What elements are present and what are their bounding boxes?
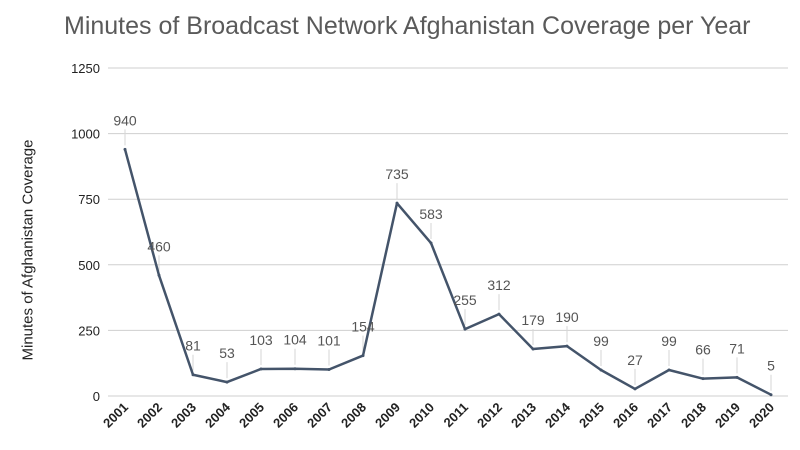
data-label: 71 [729,340,745,356]
y-tick-label: 500 [78,258,100,273]
data-label: 5 [767,358,775,374]
data-label: 190 [555,309,579,325]
data-point [497,312,501,316]
x-tick-label: 2006 [270,400,301,431]
data-label: 103 [249,332,273,348]
x-tick-label: 2013 [508,400,539,431]
gridlines [108,67,788,397]
x-tick-label: 2012 [474,400,505,431]
data-point [769,393,773,397]
data-point [191,373,195,377]
series-line [123,149,772,396]
x-tick-label: 2010 [406,400,437,431]
x-axis-ticks: 2001 2002 2003 2004 2005 2006 2007 2008 2009 2010… [100,399,777,431]
data-point [361,354,365,358]
data-point [735,375,739,379]
data-label: 735 [385,166,409,182]
x-tick-label: 2004 [202,399,234,431]
data-point [667,368,671,372]
data-label-leaders [124,129,772,391]
data-label: 99 [593,333,609,349]
data-point [701,377,705,381]
y-tick-label: 250 [78,323,100,338]
data-label: 27 [627,352,643,368]
x-tick-label: 2003 [168,400,199,431]
data-label: 101 [317,332,341,348]
data-label: 53 [219,345,235,361]
x-tick-label: 2005 [236,400,267,431]
x-tick-label: 2001 [100,400,131,431]
series-layer [123,147,773,397]
y-tick-label: 1000 [71,127,100,142]
data-point [293,367,297,371]
data-label: 583 [419,206,443,222]
y-axis-ticks: 0 250 500 750 1000 1250 [71,61,100,404]
x-tick-label: 2018 [678,400,709,431]
data-point [565,344,569,348]
data-label: 460 [147,238,171,254]
data-point [463,327,467,331]
data-point [157,273,161,277]
x-tick-label: 2015 [576,400,607,431]
data-point [429,241,433,245]
data-label: 104 [283,332,307,348]
data-label: 154 [351,319,375,335]
x-tick-label: 2009 [372,400,403,431]
data-point [327,367,331,371]
data-label: 81 [185,338,201,354]
data-point [259,367,263,371]
y-tick-label: 0 [93,389,100,404]
x-tick-label: 2017 [644,400,675,431]
x-tick-label: 2016 [610,400,641,431]
data-point [633,387,637,391]
data-point [395,201,399,205]
x-tick-label: 2019 [712,400,743,431]
data-label: 179 [521,312,545,328]
data-point [599,368,603,372]
data-label: 940 [113,112,137,128]
data-point [225,380,229,384]
x-tick-label: 2007 [304,400,335,431]
data-label: 99 [661,333,677,349]
x-tick-label: 2008 [338,400,369,431]
y-tick-label: 750 [78,192,100,207]
data-label: 255 [453,292,477,308]
x-tick-label: 2020 [746,400,777,431]
data-labels: 940 460 81 53 103 104 101 154 735 583 255 312 179 190… [113,112,775,373]
y-tick-label: 1250 [71,61,100,76]
data-point [123,147,127,151]
chart-title: Minutes of Broadcast Network Afghanistan… [64,12,751,40]
data-point [531,347,535,351]
x-tick-label: 2002 [134,400,165,431]
data-label: 66 [695,342,711,358]
x-tick-label: 2014 [542,399,574,431]
x-tick-label: 2011 [441,400,472,431]
data-label: 312 [487,277,511,293]
